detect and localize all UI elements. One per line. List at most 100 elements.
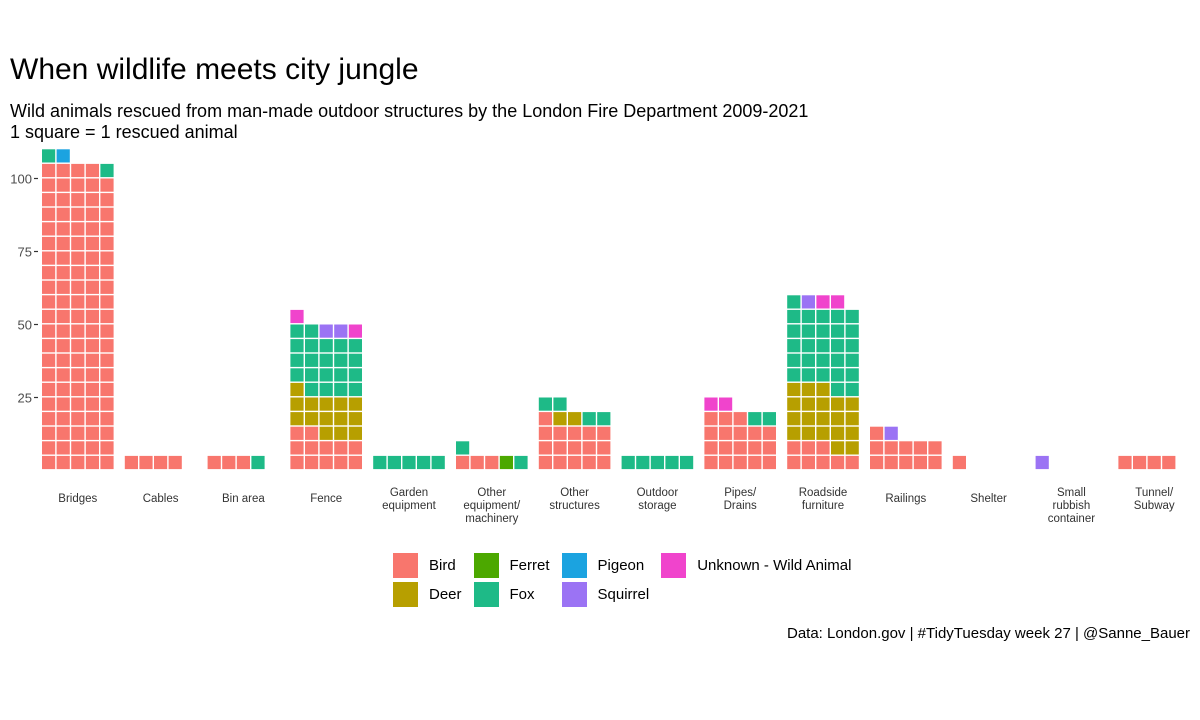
waffle-square	[553, 397, 567, 411]
waffle-square	[553, 426, 567, 440]
waffle-square	[56, 236, 70, 251]
waffle-square	[348, 426, 362, 440]
waffle-square	[42, 412, 56, 426]
waffle-square	[100, 178, 114, 192]
waffle-square	[348, 441, 362, 455]
waffle-square	[884, 441, 898, 455]
waffle-square	[85, 368, 99, 382]
legend-swatch	[393, 582, 418, 607]
legend-item: Pigeon	[561, 551, 650, 580]
waffle-square	[42, 441, 56, 455]
waffle-square	[538, 426, 552, 440]
chart-subtitle: Wild animals rescued from man-made outdo…	[10, 101, 809, 121]
waffle-square	[801, 426, 815, 440]
waffle-square	[56, 251, 70, 265]
waffle-column	[870, 426, 942, 470]
waffle-square	[387, 455, 401, 470]
x-tick-label: Other	[560, 487, 589, 499]
legend-item: Bird	[393, 551, 462, 580]
waffle-square	[305, 339, 319, 353]
waffle-square	[42, 149, 56, 163]
waffle-square	[139, 455, 153, 470]
waffle-square	[42, 426, 56, 440]
legend-item: Unknown - Wild Animal	[661, 551, 851, 580]
waffle-square	[334, 455, 348, 470]
waffle-square	[56, 353, 70, 367]
waffle-square	[568, 455, 582, 470]
waffle-square	[305, 397, 319, 411]
waffle-square	[1147, 455, 1161, 470]
x-tick-label: Pipes/	[724, 487, 757, 499]
waffle-square	[787, 295, 801, 309]
waffle-square	[801, 455, 815, 470]
waffle-square	[334, 426, 348, 440]
waffle-square	[704, 441, 718, 455]
waffle-square	[499, 455, 513, 470]
waffle-square	[621, 455, 635, 470]
waffle-square	[100, 412, 114, 426]
legend-label: Ferret	[509, 557, 550, 574]
waffle-square	[845, 368, 859, 382]
waffle-square	[514, 455, 528, 470]
waffle-square	[348, 412, 362, 426]
waffle-square	[85, 455, 99, 470]
waffle-square	[100, 207, 114, 221]
waffle-square	[348, 397, 362, 411]
waffle-square	[290, 412, 304, 426]
waffle-square	[251, 455, 265, 470]
waffle-square	[85, 280, 99, 294]
waffle-column	[42, 149, 114, 470]
waffle-square	[582, 426, 596, 440]
waffle-square	[56, 207, 70, 221]
waffle-square	[42, 455, 56, 470]
waffle-square	[582, 412, 596, 426]
waffle-square	[816, 441, 830, 455]
waffle-square	[845, 309, 859, 324]
waffle-column	[787, 295, 859, 470]
waffle-square	[71, 251, 85, 265]
legend-swatch	[561, 553, 587, 578]
waffle-square	[568, 441, 582, 455]
waffle-column	[704, 397, 776, 470]
y-tick-label: 100	[10, 172, 32, 187]
x-tick-label: machinery	[465, 513, 518, 525]
x-tick-label: equipment	[382, 500, 437, 512]
waffle-square	[845, 412, 859, 426]
waffle-column	[290, 309, 362, 470]
waffle-square	[553, 455, 567, 470]
waffle-square	[56, 397, 70, 411]
x-tick-label: Bridges	[58, 493, 97, 505]
waffle-square	[831, 324, 845, 338]
waffle-square	[319, 441, 333, 455]
waffle-square	[100, 353, 114, 367]
waffle-square	[762, 412, 776, 426]
waffle-square	[319, 324, 333, 338]
waffle-square	[71, 222, 85, 236]
waffle-square	[290, 309, 304, 324]
legend-label: Bird	[429, 557, 456, 574]
waffle-square	[71, 455, 85, 470]
waffle-square	[816, 368, 830, 382]
waffle-square	[100, 251, 114, 265]
waffle-square	[733, 455, 747, 470]
waffle-square	[290, 426, 304, 440]
waffle-square	[952, 455, 966, 470]
waffle-square	[71, 382, 85, 397]
waffle-square	[42, 295, 56, 309]
x-tick-label: Bin area	[222, 493, 265, 505]
waffle-square	[334, 397, 348, 411]
x-tick-label: Subway	[1134, 500, 1175, 512]
waffle-square	[650, 455, 664, 470]
waffle-square	[85, 163, 99, 178]
legend-swatch	[561, 582, 587, 607]
waffle-square	[290, 441, 304, 455]
waffle-square	[870, 441, 884, 455]
waffle-square	[787, 382, 801, 397]
waffle-square	[568, 412, 582, 426]
waffle-square	[884, 426, 898, 440]
waffle-square	[42, 193, 56, 207]
waffle-square	[319, 455, 333, 470]
waffle-square	[100, 339, 114, 353]
waffle-square	[1118, 455, 1132, 470]
